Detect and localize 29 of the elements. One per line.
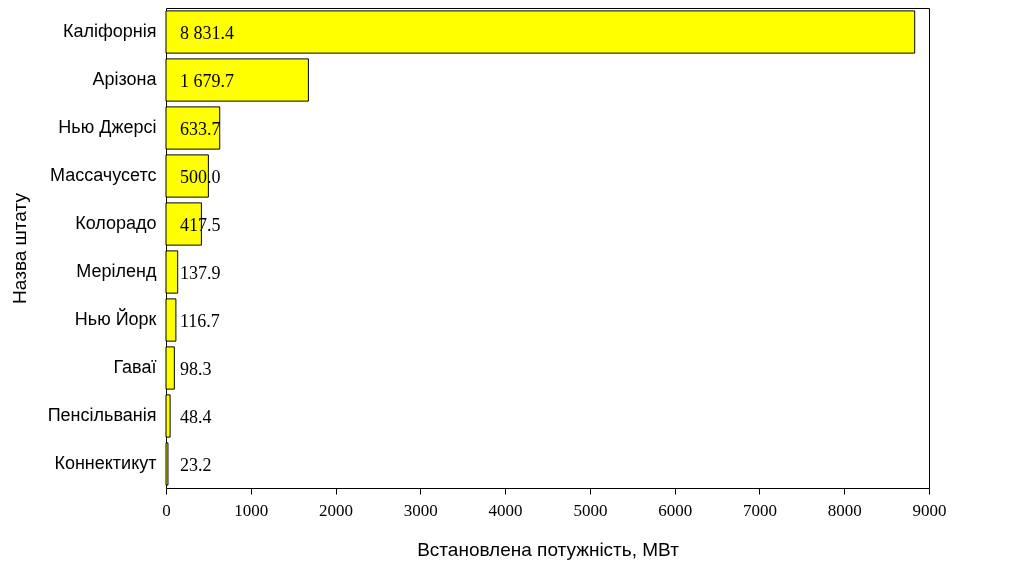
data-label: 48.4: [180, 407, 212, 427]
x-tick-label: 5000: [573, 500, 608, 520]
x-tick-label: 6000: [658, 500, 693, 520]
y-axis-title: Назва штату: [8, 192, 30, 304]
y-tick-label: Массачусетс: [50, 165, 157, 185]
x-tick-label: 7000: [742, 500, 777, 520]
data-label: 23.2: [180, 455, 212, 475]
y-tick-label: Пенсільванія: [47, 405, 157, 425]
data-label: 98.3: [180, 359, 212, 379]
y-tick-label: Коннектикут: [54, 453, 157, 473]
y-tick-label: Гаваї: [113, 357, 157, 377]
data-label: 8 831.4: [180, 23, 234, 43]
x-tick-label: 9000: [912, 500, 947, 520]
data-label: 1 679.7: [180, 71, 234, 91]
data-label: 137.9: [180, 263, 221, 283]
x-tick-label: 1000: [234, 500, 269, 520]
x-tick-label: 8000: [827, 500, 862, 520]
x-tick-label: 3000: [403, 500, 438, 520]
y-tick-label: Меріленд: [76, 261, 157, 281]
y-tick-label: Арізона: [92, 69, 158, 89]
y-tick-label: Колорадо: [75, 213, 157, 233]
y-tick-label: Нью Йорк: [74, 308, 157, 329]
y-tick-label: Нью Джерсі: [58, 117, 157, 137]
x-axis-title: Встановлена потужність, МВт: [417, 538, 680, 560]
x-tick-label: 4000: [488, 500, 523, 520]
x-tick-label: 2000: [319, 500, 354, 520]
data-label: 116.7: [180, 311, 220, 331]
x-tick-label: 0: [162, 500, 171, 520]
y-tick-label: Каліфорнія: [62, 21, 157, 41]
